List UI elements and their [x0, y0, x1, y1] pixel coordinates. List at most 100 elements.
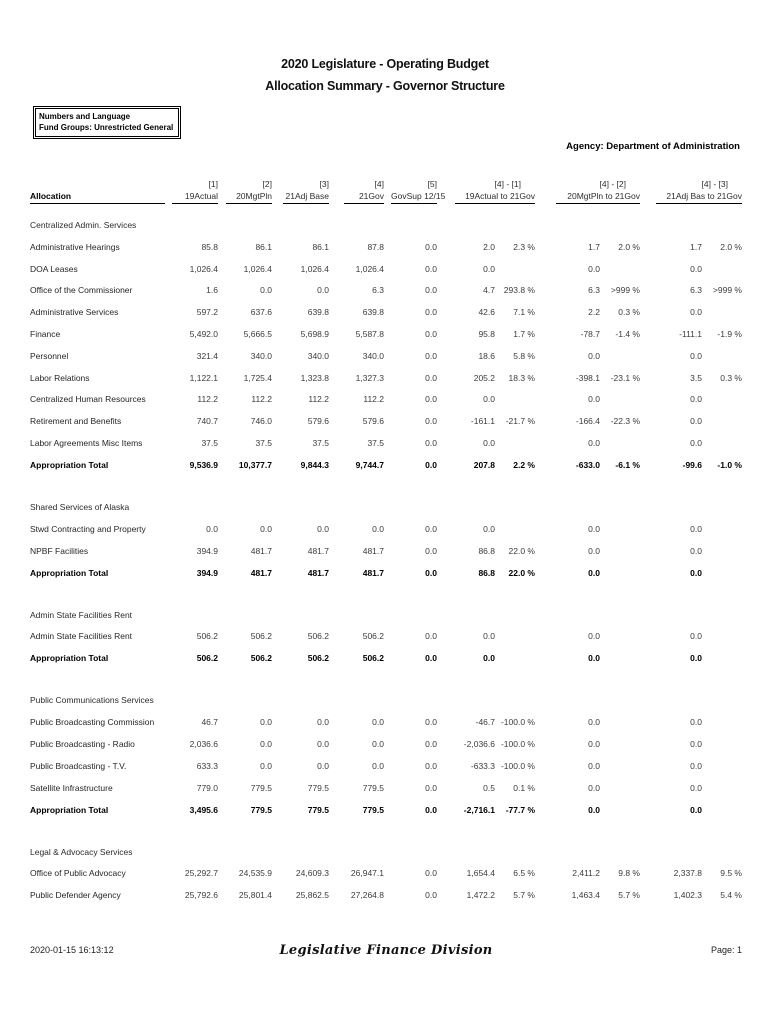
cell	[702, 301, 742, 323]
cell: 639.8	[307, 307, 329, 318]
table-row: Administrative Hearings 85.8 86.1 86.1 87.8 0…	[30, 236, 742, 258]
appropriation-total-row: Appropriation Total 394.9 481.7 481.7 481.7 0…	[30, 562, 742, 584]
row-label: Administrative Hearings	[30, 241, 120, 252]
cell: 2,337.8	[673, 868, 702, 879]
row-label: Appropriation Total	[30, 459, 109, 470]
row-label: Admin State Facilities Rent	[30, 631, 133, 642]
cell	[600, 389, 640, 411]
cell: 633.3	[196, 760, 218, 771]
cell: 579.6	[362, 416, 384, 427]
cell: 0.5	[483, 782, 495, 793]
row-label: Administrative Services	[30, 307, 119, 318]
cell: -111.1	[679, 329, 702, 340]
cell: 3.5	[690, 372, 702, 383]
cell: -22.3 %	[610, 416, 640, 427]
cell	[495, 389, 535, 411]
report-title-line1: 2020 Legislature - Operating Budget	[281, 57, 489, 71]
cell	[600, 755, 640, 777]
cell: -6.1 %	[615, 459, 640, 470]
cell: -633.0	[575, 459, 600, 470]
cell	[702, 258, 742, 280]
cell	[702, 389, 742, 411]
col-header-diff3: 21Adj Bas to 21Gov	[640, 189, 742, 204]
cell: 5,587.8	[355, 329, 384, 340]
table-row: Personnel 321.4 340.0 340.0 340.0 0.0 18.6 5.8 …	[30, 345, 742, 367]
col-header-diff1: 19Actual to 21Gov	[437, 189, 535, 204]
cell	[600, 562, 640, 584]
cell: 86.8	[478, 567, 495, 578]
cell	[702, 626, 742, 648]
section-row: Public Communications Services	[30, 689, 742, 711]
cell: 1,472.2	[466, 890, 495, 901]
cell: 0.0	[425, 782, 437, 793]
col-header-govsup: GovSup 12/15	[384, 189, 445, 204]
row-label: Public Broadcasting Commission	[30, 717, 155, 728]
spacer-row	[30, 584, 742, 604]
cell: 86.8	[478, 545, 495, 556]
table-row: Retirement and Benefits 740.7 746.0 579.6 57…	[30, 410, 742, 432]
cell: 1,654.4	[466, 868, 495, 879]
cell: 42.6	[478, 307, 495, 318]
table-row: Office of the Commissioner 1.6 0.0 0.0 6.3 0.…	[30, 280, 742, 302]
cell: 340.0	[307, 350, 329, 361]
cell: 1,026.4	[355, 263, 384, 274]
row-label: DOA Leases	[30, 263, 78, 274]
cell: 1.7 %	[513, 329, 535, 340]
cell: 0.0	[317, 285, 329, 296]
cell: 0.0	[483, 438, 495, 449]
cell: 9,536.9	[189, 459, 218, 470]
cell: 0.0	[588, 545, 600, 556]
cell	[495, 647, 535, 669]
cell: 9.5 %	[720, 868, 742, 879]
section-row: Shared Services of Alaska	[30, 496, 742, 518]
cell: 0.0	[206, 523, 218, 534]
cell: 0.0	[425, 717, 437, 728]
cell: 394.9	[196, 567, 218, 578]
col-ref-1: [1]	[208, 179, 218, 189]
col-ref-diff2: [4] - [2]	[599, 179, 626, 189]
row-label: Retirement and Benefits	[30, 416, 122, 427]
cell: 779.5	[250, 804, 272, 815]
cell: 0.0	[588, 653, 600, 664]
cell: 112.2	[251, 394, 272, 405]
cell: 0.0	[690, 782, 702, 793]
cell: 394.9	[196, 545, 218, 556]
spacer-row	[30, 204, 742, 214]
cell: 481.7	[307, 567, 329, 578]
cell: 112.2	[308, 394, 329, 405]
cell: 0.0	[690, 307, 702, 318]
cell: 0.0	[588, 760, 600, 771]
cell: 0.0	[483, 394, 495, 405]
cell: 506.2	[196, 631, 218, 642]
cell	[702, 518, 742, 540]
cell: 2.2	[588, 307, 600, 318]
section-title: Public Communications Services	[30, 695, 154, 706]
cell: -398.1	[575, 372, 600, 383]
cell: 0.0	[690, 804, 702, 815]
cell: 506.2	[250, 653, 272, 664]
cell	[702, 755, 742, 777]
cell	[600, 733, 640, 755]
cell: 5.4 %	[720, 890, 742, 901]
cell: 506.2	[362, 653, 384, 664]
cell: 0.0	[425, 329, 437, 340]
cell: 0.0	[588, 631, 600, 642]
row-label: NPBF Facilities	[30, 545, 89, 556]
cell: 37.5	[255, 438, 272, 449]
cell: -2,716.1	[463, 804, 495, 815]
cell: 746.0	[250, 416, 272, 427]
cell: 597.2	[196, 307, 218, 318]
cell: 95.8	[478, 329, 495, 340]
table-row: Office of Public Advocacy 25,292.7 24,535.…	[30, 863, 742, 885]
cell: 0.0	[425, 459, 437, 470]
col-ref-4: [4]	[374, 179, 384, 189]
cell: 0.0	[425, 804, 437, 815]
cell: 779.5	[307, 782, 329, 793]
cell: 0.0	[483, 653, 495, 664]
cell: 0.0	[690, 394, 702, 405]
cell: -23.1 %	[610, 372, 640, 383]
cell: 0.0	[317, 739, 329, 750]
cell	[600, 432, 640, 454]
cell: 579.6	[307, 416, 329, 427]
cell: 0.0	[588, 567, 600, 578]
